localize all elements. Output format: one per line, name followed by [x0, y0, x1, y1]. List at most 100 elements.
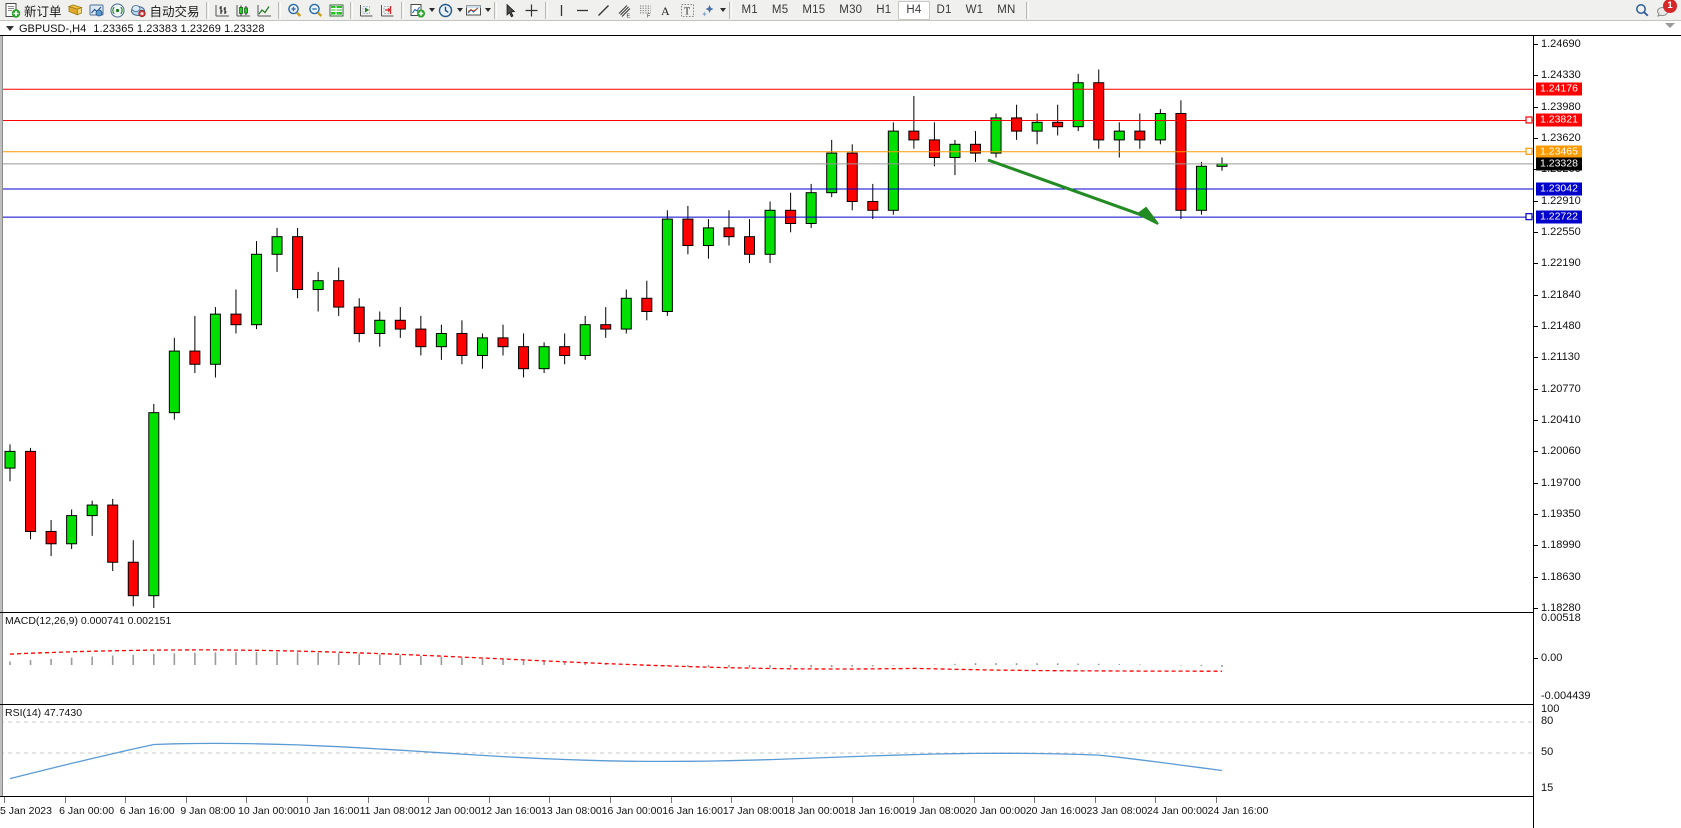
price-level-tag-support-1[interactable]: 1.23042: [1536, 182, 1582, 196]
terminal-button[interactable]: [86, 0, 107, 20]
periods-button[interactable]: [435, 0, 456, 20]
line-chart-button[interactable]: [254, 0, 275, 20]
candle-body: [682, 218, 694, 246]
macd-tick: [1534, 658, 1538, 659]
candle-body: [1093, 82, 1105, 141]
candle-body: [1134, 130, 1146, 141]
price-tick: [1534, 514, 1538, 515]
symbol-header[interactable]: GBPUSD-,H4 1.23365 1.23383 1.23269 1.233…: [4, 21, 265, 36]
timeframe-m15[interactable]: M15: [802, 4, 826, 16]
bar-chart-button[interactable]: [212, 0, 233, 20]
macd-signal-line: [9, 649, 1222, 672]
candle-body: [1154, 113, 1166, 141]
new-order-label: 新订单: [24, 4, 62, 19]
price-level-tag-last-price[interactable]: 1.23328: [1536, 157, 1582, 171]
toolbar-separator: [1025, 1, 1029, 19]
price-level-handle-support-2[interactable]: [1525, 213, 1533, 221]
candlestick-chart-button[interactable]: [233, 0, 254, 20]
timeframe-m30[interactable]: M30: [839, 4, 863, 16]
price-level-tag-resistance-2[interactable]: 1.24176: [1536, 82, 1582, 96]
price-tick: [1534, 388, 1538, 390]
new-order-button[interactable]: [2, 0, 23, 20]
price-pane[interactable]: [0, 36, 1533, 612]
chevron-down-icon[interactable]: [484, 8, 491, 12]
text-tool-button[interactable]: A: [656, 0, 677, 20]
text-label-tool-button[interactable]: T: [677, 0, 698, 20]
timeframe-w1[interactable]: W1: [965, 4, 984, 16]
templates-button[interactable]: [463, 0, 484, 20]
zoom-out-button[interactable]: [305, 0, 326, 20]
candle-body: [4, 450, 16, 469]
rsi-chart-canvas[interactable]: [0, 705, 1533, 796]
time-tick: [610, 797, 611, 803]
timeframe-m1[interactable]: M1: [741, 4, 758, 16]
zoom-in-button[interactable]: [284, 0, 305, 20]
alerts-button[interactable]: 1: [1653, 0, 1677, 20]
price-level-tag-pivot[interactable]: 1.23465: [1536, 145, 1582, 159]
macd-tick-label: 0.00: [1541, 652, 1563, 664]
candle-body: [189, 350, 201, 365]
candle-body: [1175, 113, 1187, 211]
price-tick-label: 1.20060: [1541, 445, 1581, 458]
fibonacci-tool-button[interactable]: F: [635, 0, 656, 20]
toolbar-separator: [349, 1, 353, 19]
equidistant-channel-tool-button[interactable]: E: [614, 0, 635, 20]
signals-button[interactable]: [107, 0, 128, 20]
chevron-down-icon[interactable]: [719, 8, 726, 12]
price-level-handle-pivot[interactable]: [1525, 147, 1533, 155]
time-tick: [125, 797, 127, 803]
data-window-button[interactable]: [326, 0, 347, 20]
market-button[interactable]: [128, 0, 149, 20]
rsi-label: RSI(14) 47.7430: [5, 707, 86, 719]
price-tick-label: 1.22910: [1541, 194, 1581, 207]
pane-scroll-rail[interactable]: [0, 705, 3, 796]
crosshair-tool-button[interactable]: [521, 0, 542, 20]
svg-text:T: T: [684, 6, 690, 17]
macd-pane[interactable]: MACD(12,26,9) 0.000741 0.002151: [0, 612, 1533, 704]
time-tick-label: 18 Jan 00:00: [783, 805, 845, 817]
pane-scroll-rail[interactable]: [0, 36, 3, 612]
macd-chart-canvas[interactable]: [0, 613, 1533, 704]
time-tick-label: 6 Jan 16:00: [119, 805, 175, 817]
search-button[interactable]: [1632, 0, 1653, 20]
timeframe-m5[interactable]: M5: [771, 4, 789, 16]
folder-button[interactable]: [65, 0, 86, 20]
timeframe-mn[interactable]: MN: [997, 4, 1016, 16]
shapes-tool-button[interactable]: [698, 0, 719, 20]
candle-body: [251, 253, 263, 326]
vertical-line-tool-button[interactable]: [551, 0, 572, 20]
collapse-window-icon[interactable]: [1665, 23, 1675, 28]
main-toolbar: 新订单 自动交易: [0, 0, 1681, 21]
price-scale[interactable]: 1.246901.243301.239801.236201.232601.229…: [1533, 36, 1681, 828]
time-tick: [246, 797, 248, 803]
price-level-tag-support-2[interactable]: 1.22722: [1536, 210, 1582, 224]
fibonacci-icon: F: [639, 5, 651, 19]
candlestick-chart-icon: [236, 4, 250, 16]
price-chart-canvas[interactable]: [0, 36, 1533, 612]
pane-scroll-rail[interactable]: [0, 613, 3, 704]
price-tick: [1534, 482, 1538, 484]
timeframe-d1[interactable]: D1: [936, 4, 952, 16]
time-tick: [307, 797, 308, 803]
indicators-button[interactable]: [407, 0, 428, 20]
time-tick-label: 17 Jan 08:00: [722, 805, 784, 817]
time-axis[interactable]: 5 Jan 2023 6 Jan 00:00 6 Jan 16:00 9 Jan 08…: [0, 796, 1533, 828]
timeframe-h1[interactable]: H1: [876, 4, 892, 16]
chevron-down-icon[interactable]: [428, 8, 435, 12]
timeframe-h4[interactable]: H4: [898, 0, 930, 20]
price-tick-label: 1.19700: [1541, 476, 1581, 489]
cursor-tool-button[interactable]: [500, 0, 521, 20]
price-level-handle-resistance-1[interactable]: [1525, 116, 1533, 124]
toolbar-separator: [493, 1, 497, 19]
candle-body: [148, 412, 160, 597]
price-level-tag-resistance-1[interactable]: 1.23821: [1536, 113, 1582, 127]
chart-shift-button[interactable]: [377, 0, 398, 20]
chevron-down-icon[interactable]: [456, 8, 463, 12]
horizontal-line-tool-button[interactable]: [572, 0, 593, 20]
rsi-pane[interactable]: RSI(14) 47.7430: [0, 704, 1533, 796]
chevron-down-icon[interactable]: [6, 26, 14, 31]
trend-arrow-annotation[interactable]: [987, 158, 1159, 225]
toolbar-separator: [400, 1, 404, 19]
auto-scroll-button[interactable]: [356, 0, 377, 20]
trendline-tool-button[interactable]: [593, 0, 614, 20]
